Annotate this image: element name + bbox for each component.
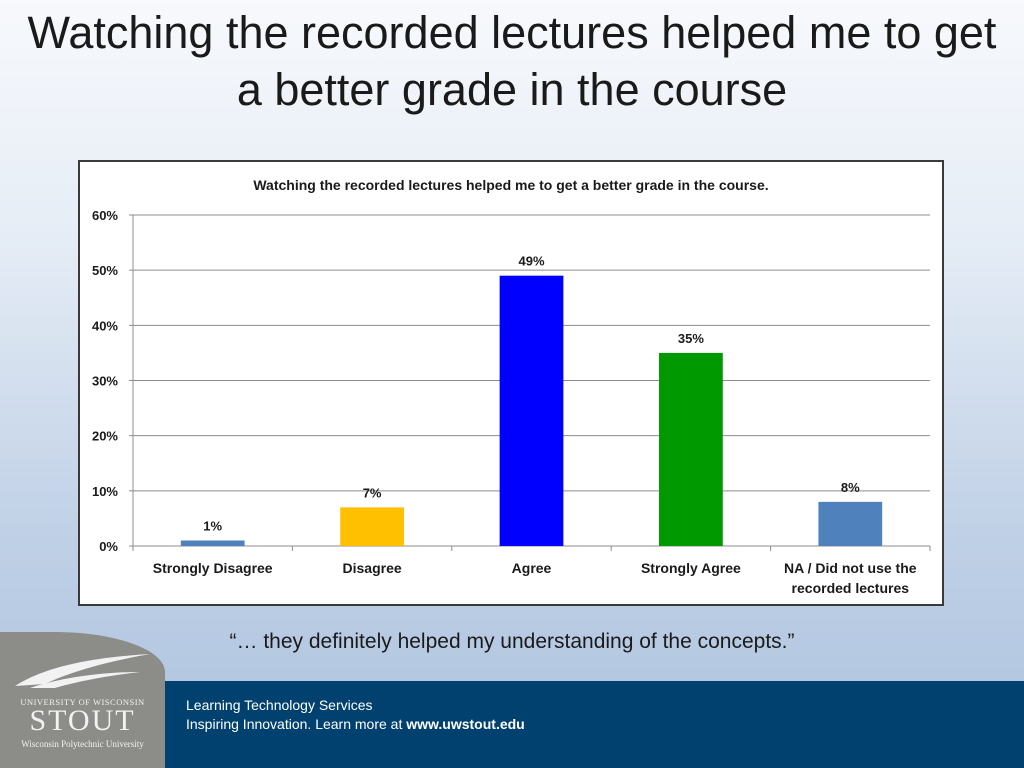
bar — [499, 275, 564, 546]
data-label: 49% — [518, 254, 544, 269]
logo-polytechnic-line: Wisconsin Polytechnic University — [21, 739, 144, 749]
chart-title: Watching the recorded lectures helped me… — [253, 177, 768, 193]
data-label: 8% — [841, 480, 860, 495]
x-tick-label: Strongly Agree — [641, 560, 741, 576]
footer-bar — [0, 681, 1024, 768]
y-tick-label: 60% — [92, 208, 118, 223]
logo-swoosh-icon — [15, 654, 150, 688]
data-label: 7% — [363, 485, 382, 500]
x-tick-label: Agree — [512, 560, 552, 576]
bar — [340, 507, 404, 546]
data-label: 35% — [678, 331, 704, 346]
slide-title: Watching the recorded lectures helped me… — [27, 7, 997, 115]
x-tick-label: Disagree — [343, 560, 402, 576]
footer-department: Learning Technology Services — [186, 697, 373, 713]
footer-tagline: Inspiring Innovation. Learn more at www.… — [186, 716, 525, 732]
y-tick-label: 30% — [92, 374, 118, 389]
bar — [659, 352, 723, 546]
bar-chart: Watching the recorded lectures helped me… — [92, 177, 931, 596]
y-tick-label: 50% — [92, 263, 118, 278]
y-tick-label: 20% — [92, 429, 118, 444]
footer-tagline-text: Inspiring Innovation. Learn more at — [186, 716, 407, 732]
logo-university-line: UNIVERSITY OF WISCONSIN — [20, 697, 145, 707]
y-tick-label: 0% — [99, 539, 118, 554]
university-logo-panel — [0, 632, 165, 768]
bar — [180, 540, 245, 546]
chart-panel: Watching the recorded lectures helped me… — [78, 160, 944, 606]
data-label: 1% — [203, 518, 222, 533]
x-tick-label: NA / Did not use the — [784, 560, 917, 576]
x-tick-label: Strongly Disagree — [153, 560, 273, 576]
y-tick-label: 40% — [92, 318, 118, 333]
x-tick-label: recorded lectures — [792, 580, 910, 596]
footer-website-link[interactable]: www.uwstout.edu — [406, 716, 525, 732]
logo-stout: STOUT — [29, 704, 136, 737]
y-tick-label: 10% — [92, 484, 118, 499]
student-quote: “… they definitely helped my understandi… — [229, 630, 795, 653]
bar — [818, 501, 883, 546]
